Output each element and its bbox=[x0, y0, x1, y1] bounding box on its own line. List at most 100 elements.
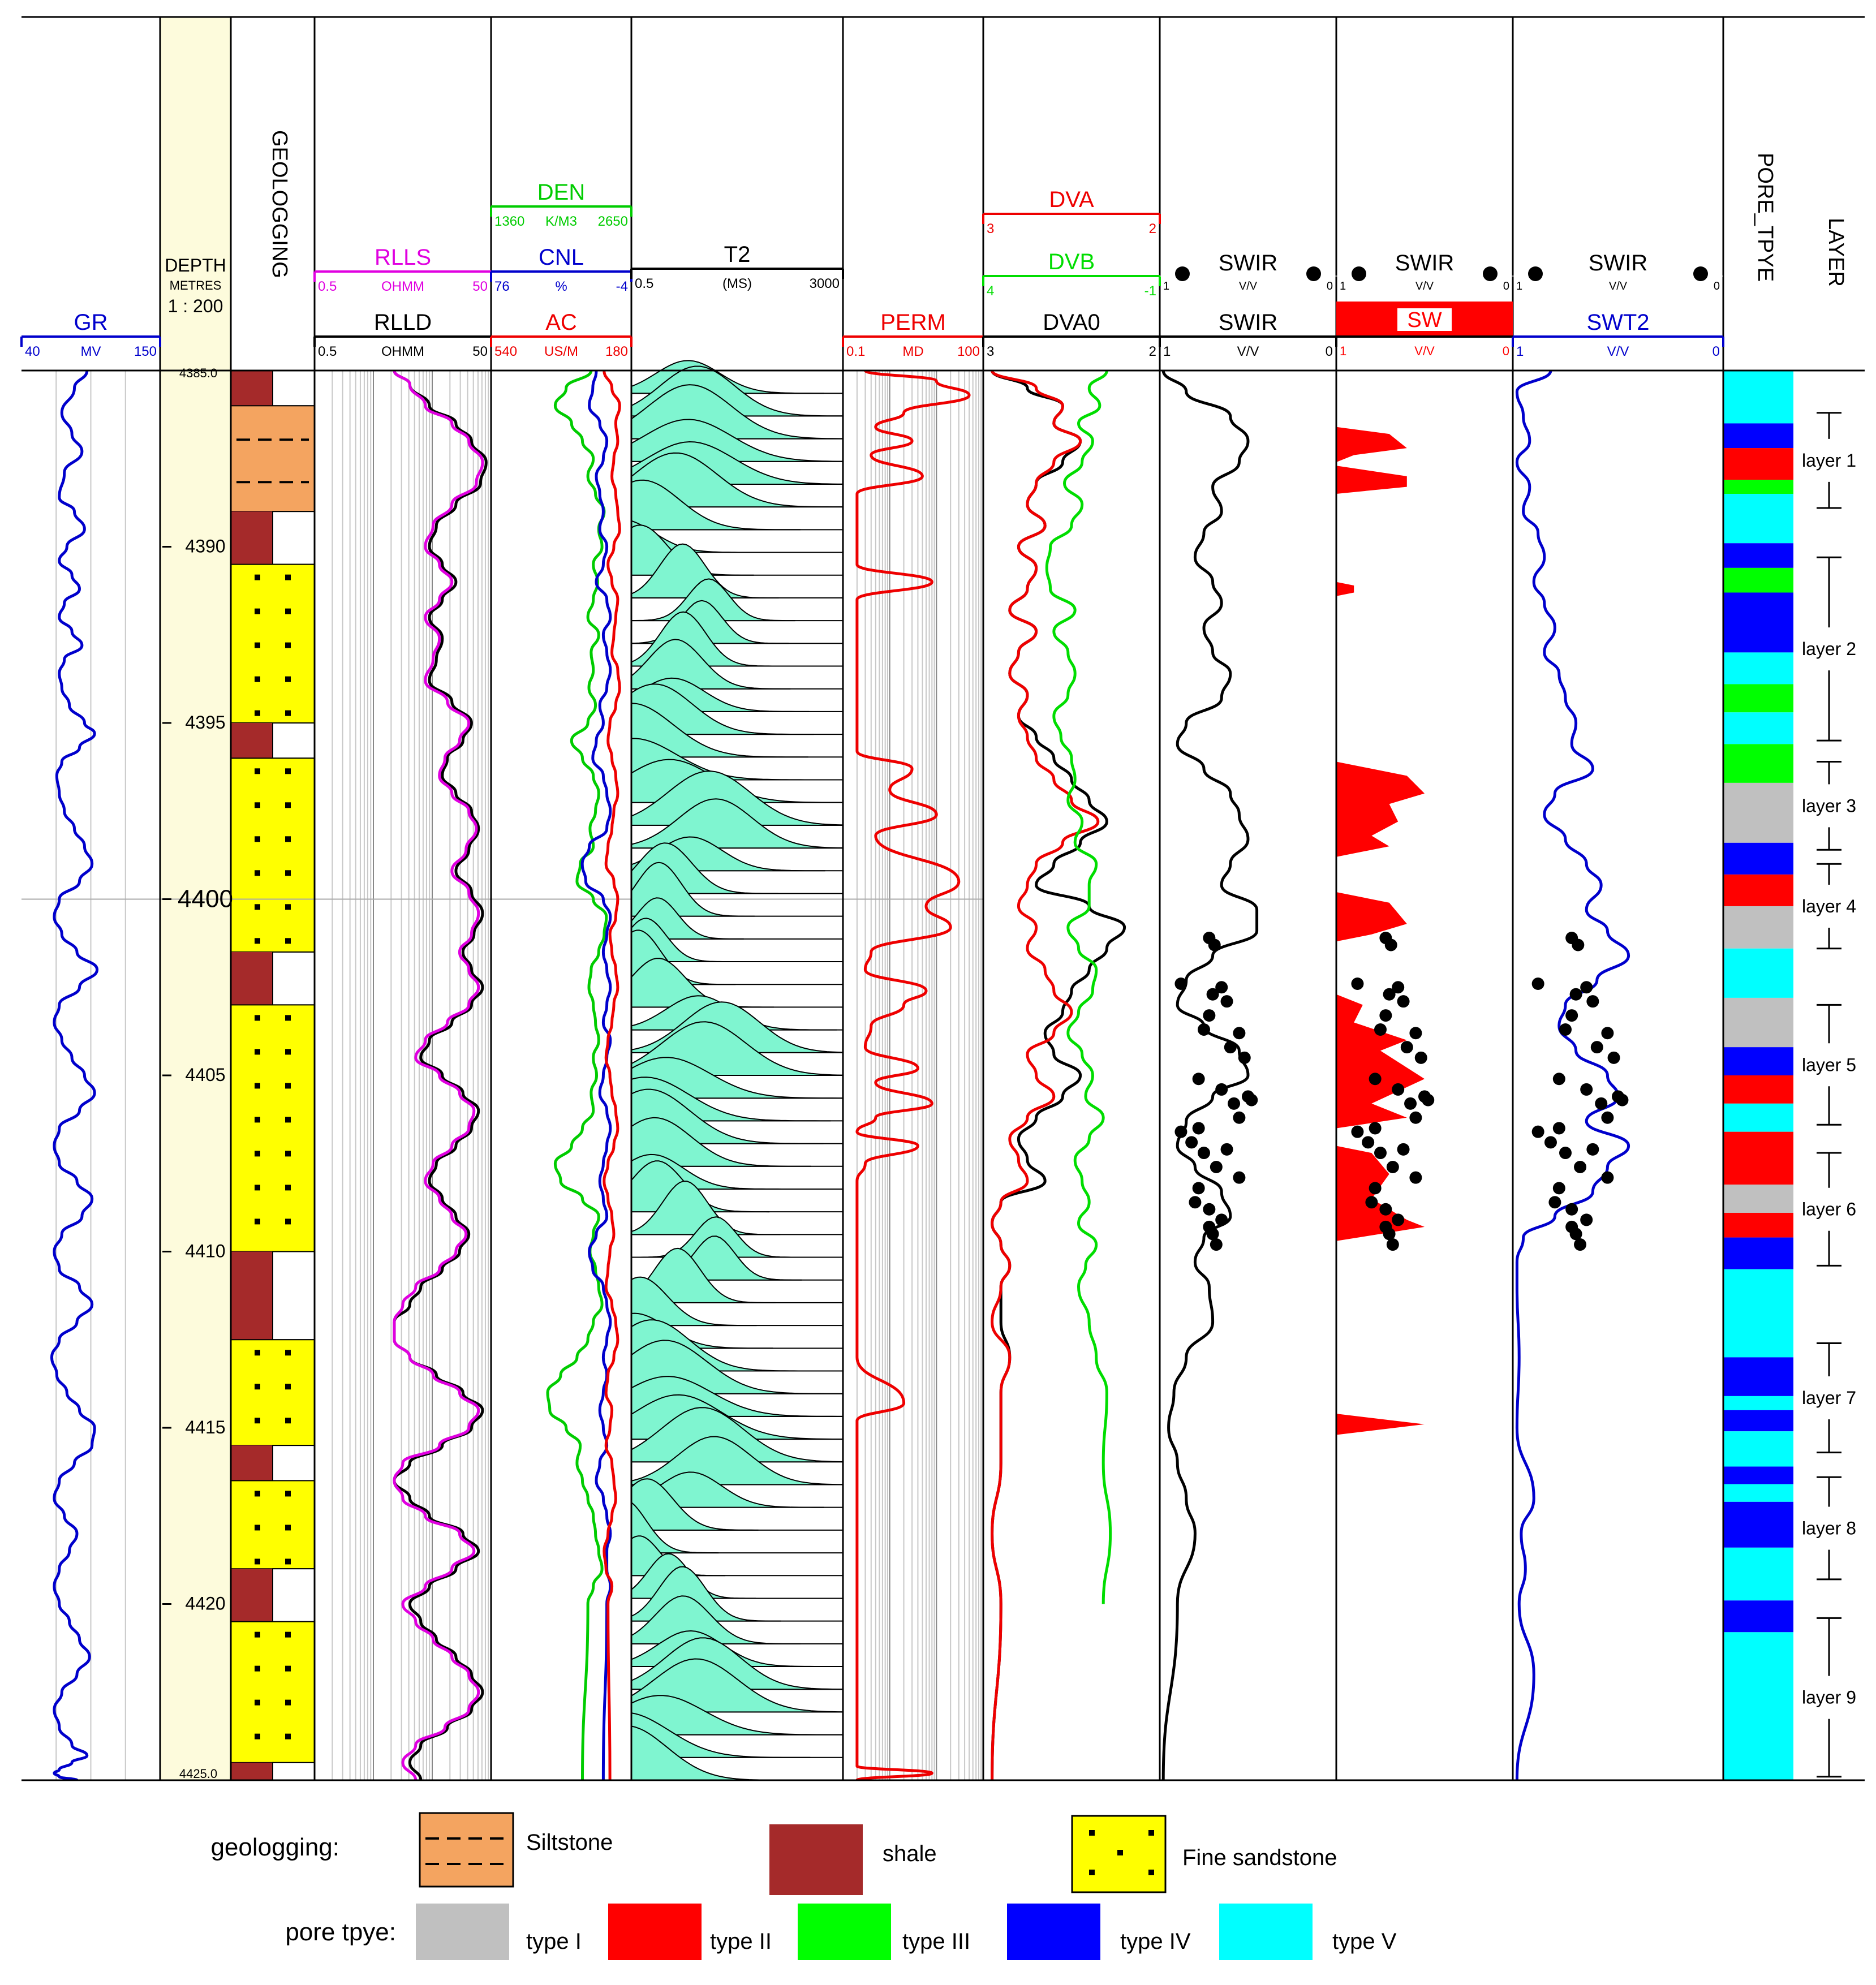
depth-tick-label: 4410 bbox=[185, 1241, 225, 1261]
dva0-title: DVA0 bbox=[1043, 310, 1100, 335]
layer-label: layer 6 bbox=[1802, 1199, 1856, 1220]
perm-min: 0.1 bbox=[846, 344, 865, 359]
swir-core-point bbox=[1192, 1182, 1205, 1195]
dva-min: 3 bbox=[987, 221, 994, 236]
swir-core-point bbox=[1233, 1027, 1246, 1040]
swir-core-point bbox=[1392, 1213, 1405, 1226]
swir-core-point bbox=[1607, 1051, 1620, 1064]
legend-shale-swatch bbox=[769, 1824, 863, 1895]
pore-type-band bbox=[1723, 1396, 1793, 1410]
layer-label-bg bbox=[1796, 1196, 1862, 1220]
swir-core-point bbox=[1192, 1073, 1205, 1086]
swir-core-point bbox=[1565, 1203, 1578, 1216]
cnl-min: 76 bbox=[494, 279, 510, 294]
swir-core-point bbox=[1414, 1051, 1427, 1064]
swir-core-point bbox=[1220, 995, 1233, 1008]
sand-dot bbox=[255, 870, 260, 876]
ac-title: AC bbox=[545, 310, 577, 335]
rlls-curve bbox=[393, 370, 484, 1781]
layer-label: layer 4 bbox=[1802, 896, 1856, 916]
sand-dot bbox=[255, 1699, 260, 1706]
sand-dot bbox=[255, 710, 260, 716]
swir-core-point bbox=[1569, 1228, 1582, 1241]
swir-core-point bbox=[1208, 938, 1221, 951]
sand-dot bbox=[285, 1525, 291, 1531]
layer-label-bg bbox=[1796, 793, 1862, 816]
sand-dot bbox=[255, 1083, 260, 1089]
swir-core-point bbox=[1565, 1009, 1578, 1022]
sand-dot bbox=[255, 608, 260, 614]
swir-core-a-min: 1 bbox=[1163, 280, 1169, 292]
legend-sandstone-text: Fine sandstone bbox=[1182, 1845, 1337, 1870]
layer-label: layer 3 bbox=[1802, 795, 1856, 816]
swir-core-point bbox=[1616, 1093, 1629, 1106]
layer-label: layer 2 bbox=[1802, 639, 1856, 659]
sand-dot bbox=[285, 676, 291, 682]
pore-type-title: PORE_TPYE bbox=[1753, 153, 1777, 282]
swir-core-point bbox=[1174, 1125, 1187, 1138]
swir-core-point bbox=[1386, 1160, 1399, 1173]
sand-dot bbox=[255, 1418, 260, 1424]
t2-unit: (MS) bbox=[722, 276, 752, 291]
swir-core-point bbox=[1369, 1073, 1382, 1086]
swir-core-point bbox=[1198, 1023, 1210, 1036]
swir-core-b-unit: V/V bbox=[1415, 280, 1434, 292]
dva0-min: 3 bbox=[987, 344, 994, 359]
swir-core-a-marker bbox=[1175, 266, 1190, 281]
den-min: 1360 bbox=[494, 214, 524, 229]
depth-tick-label: 4420 bbox=[185, 1594, 225, 1614]
sand-dot bbox=[255, 1185, 260, 1191]
swir-core-point bbox=[1174, 978, 1187, 991]
dva0-curve bbox=[991, 370, 1126, 1781]
t2-spectrum bbox=[631, 1695, 844, 1736]
sand-dot bbox=[255, 1117, 260, 1123]
swir-core-point bbox=[1422, 1093, 1435, 1106]
swir-core-point bbox=[1203, 1203, 1216, 1216]
dvb-title: DVB bbox=[1048, 249, 1095, 274]
rlls-max: 50 bbox=[472, 279, 488, 294]
pore-type-band bbox=[1723, 1431, 1793, 1467]
legend-type5-text: type V bbox=[1332, 1929, 1397, 1954]
pore-type-band bbox=[1723, 480, 1793, 494]
layer-label-bg bbox=[1796, 893, 1862, 916]
pore-type-band bbox=[1723, 371, 1793, 424]
sand-dot bbox=[285, 1151, 291, 1157]
pore-type-band bbox=[1723, 1466, 1793, 1484]
depth-top-label: 4385.0 bbox=[179, 366, 217, 380]
rlld-unit: OHMM bbox=[381, 344, 424, 359]
swir-core-point bbox=[1384, 938, 1397, 951]
legend-sand-dot bbox=[1089, 1870, 1095, 1875]
swir-core-point bbox=[1351, 978, 1364, 991]
swir-core-point bbox=[1572, 938, 1585, 951]
lithology-shale-blank bbox=[272, 1762, 315, 1781]
t2-spectrum bbox=[631, 1595, 801, 1644]
swir-core-point bbox=[1215, 981, 1228, 994]
layer-label: layer 9 bbox=[1802, 1687, 1856, 1708]
swir-core-c-marker bbox=[1693, 266, 1708, 281]
legend-sand-dot bbox=[1148, 1870, 1154, 1875]
sand-dot bbox=[285, 1665, 291, 1672]
legend-shale-text: shale bbox=[883, 1841, 937, 1866]
swir-core-point bbox=[1400, 1041, 1413, 1054]
dva-curve bbox=[991, 369, 1100, 1781]
swir-core-point bbox=[1559, 1147, 1572, 1160]
lithology-shale bbox=[231, 1569, 273, 1622]
swir-core-point bbox=[1601, 1027, 1614, 1040]
swir-core-point bbox=[1185, 1136, 1198, 1149]
sand-dot bbox=[255, 1218, 260, 1225]
legend-type1-text: type I bbox=[526, 1929, 582, 1954]
t2-spectrum bbox=[631, 958, 774, 1008]
sand-dot bbox=[285, 1117, 291, 1123]
lithology-shale bbox=[231, 1445, 273, 1481]
sw-title: SW bbox=[1407, 308, 1442, 332]
lithology-shale-blank bbox=[272, 1568, 315, 1622]
swir-core-point bbox=[1552, 1073, 1565, 1086]
t2-spectrum bbox=[631, 1478, 759, 1531]
pore-type-band bbox=[1723, 543, 1793, 568]
swt2-max: 0 bbox=[1713, 344, 1720, 359]
t2-spectrum bbox=[631, 1712, 811, 1758]
pore-type-band bbox=[1723, 744, 1793, 783]
pore-type-band bbox=[1723, 906, 1793, 949]
layer-title: LAYER bbox=[1824, 218, 1848, 287]
pore-type-band bbox=[1723, 1410, 1793, 1432]
